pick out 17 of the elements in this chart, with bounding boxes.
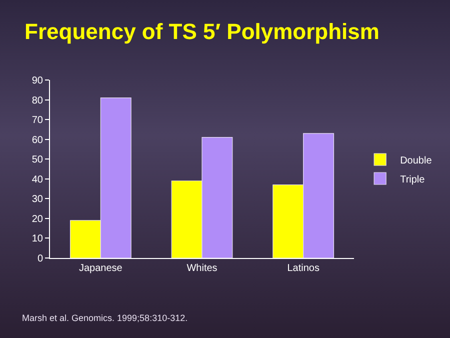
y-tick-label: 0	[37, 254, 44, 264]
y-tick-label: 30	[32, 194, 44, 206]
y-tick-label: 10	[32, 234, 44, 245]
y-tick-label: 20	[32, 214, 44, 225]
y-tick-label: 90	[32, 76, 44, 86]
y-tick-label: 40	[32, 174, 44, 186]
y-tick-label: 60	[32, 134, 44, 146]
chart-title: Frequency of TS 5′ Polymorphism	[24, 19, 380, 44]
text: Marsh et al. Genomics. 1999;58:310-312.	[22, 313, 188, 323]
x-tick-label: Whites	[186, 263, 218, 274]
legend-label: Double	[400, 155, 432, 166]
x-tick-label: Japanese	[78, 263, 123, 274]
y-tick-label: 80	[32, 95, 44, 106]
y-tick-label: 50	[32, 154, 44, 166]
legend-label: Triple	[400, 174, 426, 186]
y-tick-label: 70	[32, 115, 44, 126]
x-tick-label: Latinos	[287, 263, 320, 274]
